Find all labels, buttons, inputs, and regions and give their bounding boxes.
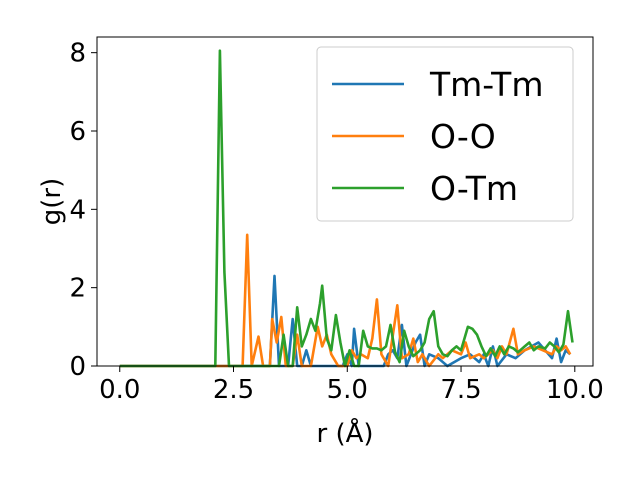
y-tick-label: 6 bbox=[69, 117, 86, 147]
y-tick-label: 8 bbox=[69, 39, 86, 69]
legend: Tm-Tm O-O O-Tm bbox=[316, 46, 574, 222]
series-line-o-o bbox=[119, 233, 572, 368]
legend-label-tm-tm: Tm-Tm bbox=[429, 65, 544, 104]
legend-label-o-tm: O-Tm bbox=[430, 169, 518, 208]
x-tick-label: 10.0 bbox=[546, 375, 604, 405]
series-line-o-tm bbox=[119, 49, 574, 368]
legend-label-o-o: O-O bbox=[430, 117, 496, 156]
legend-box bbox=[316, 46, 574, 222]
x-tick-label: 5.0 bbox=[327, 375, 368, 405]
y-tick-label: 4 bbox=[69, 195, 86, 225]
x-axis-label: r (Å) bbox=[316, 417, 373, 449]
y-axis-ticks: 0 2 4 6 8 bbox=[69, 39, 97, 382]
plot-area-frame bbox=[96, 36, 594, 367]
x-tick-label: 7.5 bbox=[440, 375, 481, 405]
y-tick-label: 0 bbox=[69, 352, 86, 382]
x-axis-ticks: 0.0 2.5 5.0 7.5 10.0 bbox=[99, 366, 604, 405]
y-tick-label: 2 bbox=[69, 274, 86, 304]
y-axis-label: g(r) bbox=[37, 178, 67, 225]
x-tick-label: 0.0 bbox=[99, 375, 140, 405]
x-tick-label: 2.5 bbox=[213, 375, 254, 405]
